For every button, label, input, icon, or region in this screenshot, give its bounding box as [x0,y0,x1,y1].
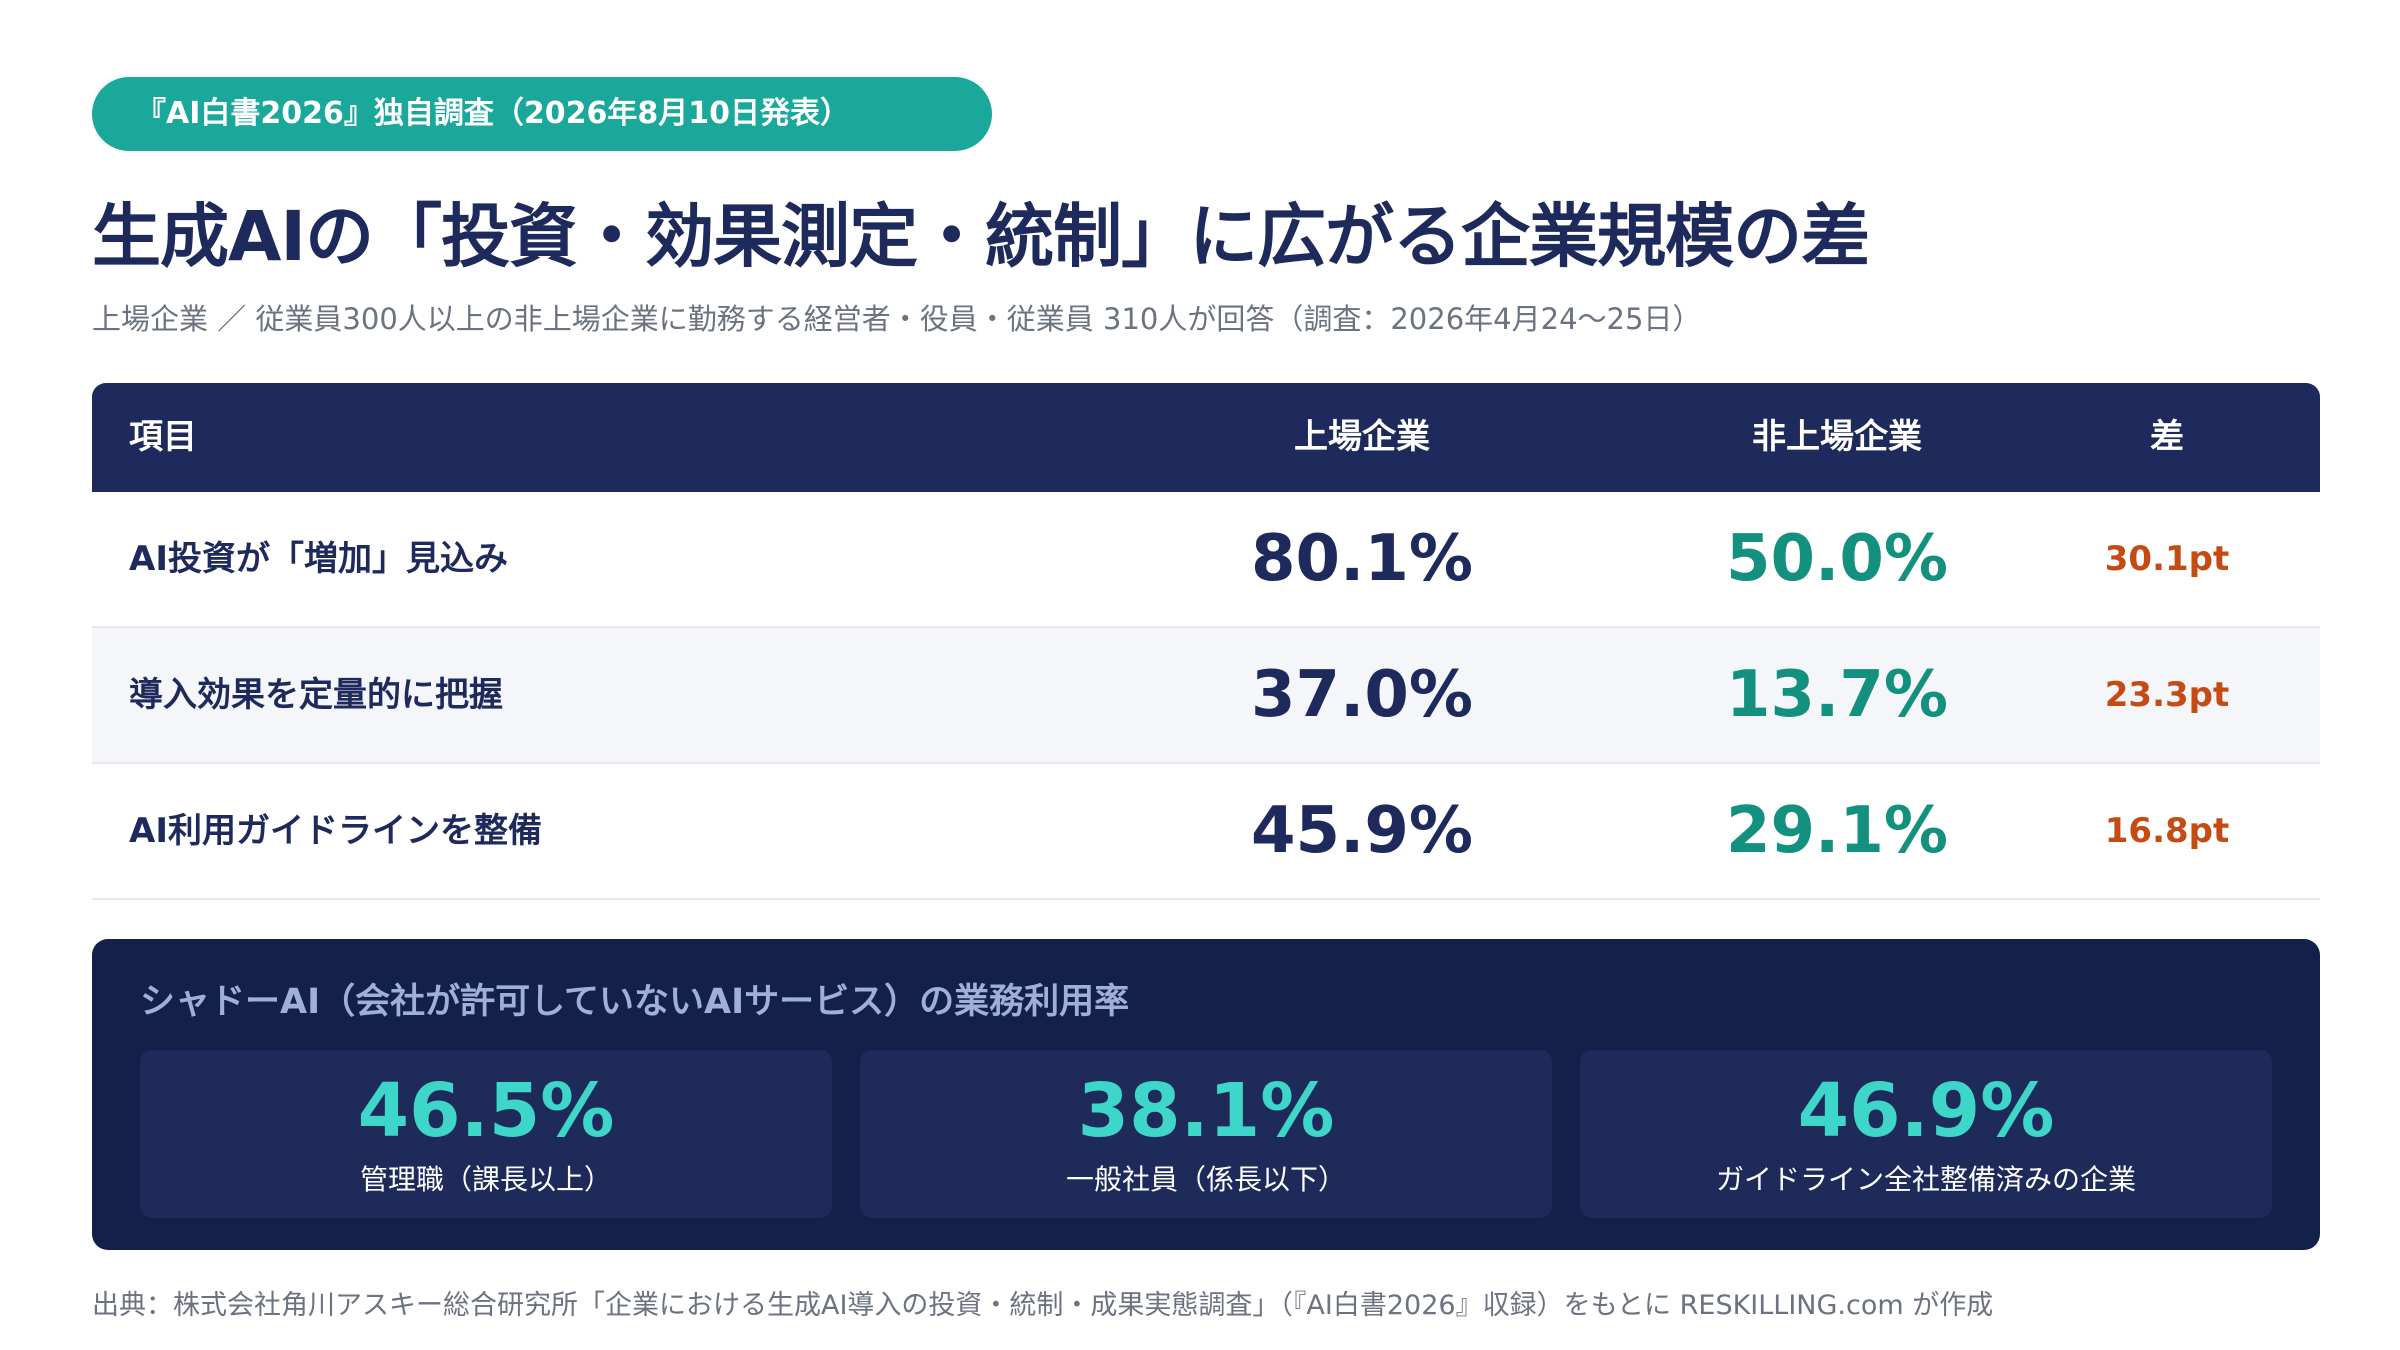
table-header: 項目 上場企業 非上場企業 差 [92,383,2320,492]
shadow-ai-panel: シャドーAI（会社が許可していないAIサービス）の業務利用率 46.5% 管理職… [92,939,2320,1250]
table-row: AI利用ガイドラインを整備 45.9% 29.1% 16.8pt [92,764,2320,900]
header-unlisted: 非上場企業 [1752,417,1922,457]
table-row: AI投資が「増加」見込み 80.1% 50.0% 30.1pt [92,492,2320,628]
diff-value: 30.1pt [2104,539,2230,579]
stat-value: 38.1% [1077,1068,1335,1154]
page-title: 生成AIの「投資・効果測定・統制」に広がる企業規模の差 [92,197,1870,277]
row-label: 導入効果を定量的に把握 [129,675,503,715]
stat-label: ガイドライン全社整備済みの企業 [1715,1163,2136,1196]
stat-value: 46.9% [1797,1068,2055,1154]
shadow-ai-title: シャドーAI（会社が許可していないAIサービス）の業務利用率 [140,982,1130,1022]
stat-card-guideline-companies: 46.9% ガイドライン全社整備済みの企業 [1580,1050,2272,1218]
diff-value: 23.3pt [2104,675,2230,715]
stat-card-staff: 38.1% 一般社員（係長以下） [860,1050,1552,1218]
diff-value: 16.8pt [2104,811,2230,851]
row-label: AI投資が「増加」見込み [129,539,508,579]
stat-value: 46.5% [357,1068,615,1154]
header-listed: 上場企業 [1294,417,1430,457]
unlisted-value: 13.7% [1725,658,1949,732]
header-item: 項目 [129,417,197,457]
listed-value: 45.9% [1250,794,1474,868]
stat-label: 管理職（課長以上） [359,1163,612,1196]
stat-label: 一般社員（係長以下） [1065,1163,1346,1196]
unlisted-value: 29.1% [1725,794,1949,868]
unlisted-value: 50.0% [1725,522,1949,596]
source-note: 出典：株式会社角川アスキー総合研究所「企業における生成AI導入の投資・統制・成果… [92,1290,1994,1321]
page-subtitle: 上場企業 ／ 従業員300人以上の非上場企業に勤務する経営者・役員・従業員 31… [92,302,1702,336]
listed-value: 37.0% [1250,658,1474,732]
row-label: AI利用ガイドラインを整備 [129,811,542,851]
table-row: 導入効果を定量的に把握 37.0% 13.7% 23.3pt [92,628,2320,764]
survey-badge: 『AI白書2026』独自調査（2026年8月10日発表） [92,77,992,151]
listed-value: 80.1% [1250,522,1474,596]
header-diff: 差 [2150,417,2184,457]
comparison-table: 項目 上場企業 非上場企業 差 AI投資が「増加」見込み 80.1% 50.0%… [92,383,2320,900]
stat-card-managers: 46.5% 管理職（課長以上） [140,1050,832,1218]
